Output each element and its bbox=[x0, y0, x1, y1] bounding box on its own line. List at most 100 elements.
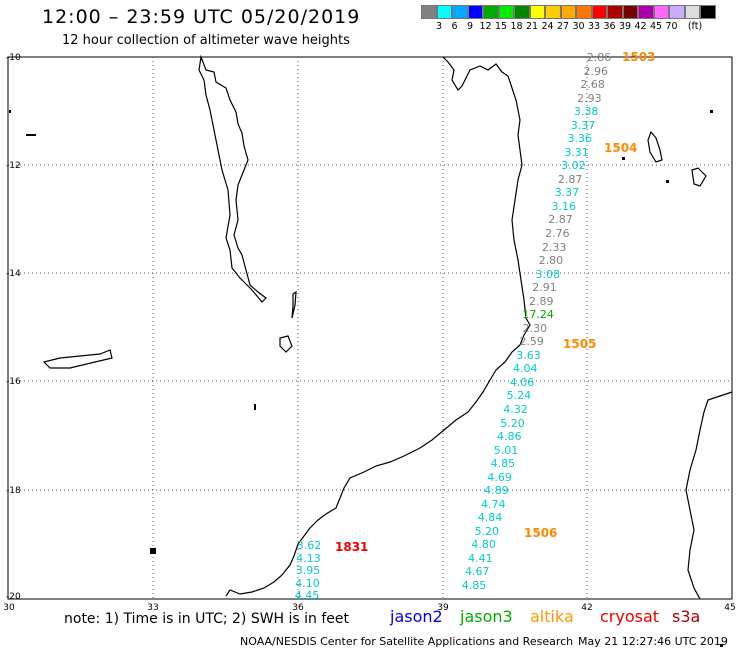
wave-height-value: 3.63 bbox=[516, 348, 541, 362]
small-features bbox=[9, 110, 723, 647]
lat-label: -20 bbox=[6, 592, 21, 602]
wave-height-value: 2.96 bbox=[583, 64, 609, 78]
wave-height-value: 5.20 bbox=[474, 524, 500, 538]
legend-label: 42 bbox=[634, 21, 647, 32]
legend-label: 6 bbox=[451, 21, 458, 32]
legend-swatch bbox=[529, 5, 545, 19]
legend-swatch bbox=[591, 5, 607, 19]
wave-height-value: 5.20 bbox=[500, 416, 525, 430]
satellite-jason3: jason3 bbox=[460, 607, 513, 626]
legend-label: 21 bbox=[525, 21, 539, 32]
legend-label: 39 bbox=[618, 21, 632, 32]
legend-swatch bbox=[452, 5, 468, 19]
wave-height-value: 5.24 bbox=[506, 389, 532, 403]
pass-number: 1506 bbox=[524, 526, 558, 540]
pass-number: 1505 bbox=[563, 337, 597, 351]
legend-swatches bbox=[421, 5, 716, 19]
lon-label: 30 bbox=[3, 603, 15, 613]
wave-height-value: 2.87 bbox=[548, 213, 573, 227]
wave-height-value: 4.41 bbox=[468, 551, 493, 565]
wave-height-value: 2.93 bbox=[577, 91, 602, 105]
legend-swatch bbox=[576, 5, 592, 19]
lat-label: -12 bbox=[6, 161, 21, 171]
legend-swatch bbox=[684, 5, 700, 19]
wave-height-value: 3.08 bbox=[535, 267, 560, 281]
wave-height-value: 3.37 bbox=[570, 118, 596, 132]
satellite-jason2: jason2 bbox=[390, 607, 443, 626]
legend-unit: (ft) bbox=[687, 21, 703, 32]
wave-height-value: 2.76 bbox=[545, 227, 570, 240]
legend-swatch bbox=[421, 5, 437, 19]
legend-label: 36 bbox=[603, 21, 616, 32]
madagascar-tip bbox=[691, 167, 707, 187]
legend-label: 70 bbox=[665, 21, 678, 32]
wave-height-value: 2.80 bbox=[538, 254, 564, 268]
legend-swatch bbox=[467, 5, 483, 19]
page-subtitle: 12 hour collection of altimeter wave hei… bbox=[62, 33, 350, 48]
legend-swatch bbox=[607, 5, 623, 19]
wave-height-value: 4.84 bbox=[477, 511, 503, 525]
lon-label: 36 bbox=[292, 603, 304, 613]
wave-height-value: 2.89 bbox=[529, 294, 554, 308]
lon-label: 45 bbox=[724, 603, 736, 613]
wave-height-value: 2.87 bbox=[557, 172, 583, 186]
legend-label: 18 bbox=[510, 21, 523, 32]
wave-height-value: 4.10 bbox=[295, 576, 320, 590]
wave-height-value: 3.36 bbox=[567, 132, 593, 146]
wave-height-value: 5.01 bbox=[493, 443, 519, 457]
legend-label: 45 bbox=[649, 21, 663, 32]
legend-swatch bbox=[700, 5, 716, 19]
wave-height-value: 3.31 bbox=[564, 145, 589, 159]
wave-height-value: 3.62 bbox=[296, 539, 322, 552]
wave-height-value: 3.16 bbox=[551, 199, 576, 213]
lat-label: -10 bbox=[6, 53, 21, 63]
credit-line: NOAA/NESDIS Center for Satellite Applica… bbox=[240, 635, 574, 648]
pass-number: 1503 bbox=[622, 50, 656, 64]
lat-label: -18 bbox=[6, 486, 21, 496]
legend-label: 12 bbox=[479, 21, 492, 32]
legend-swatch bbox=[560, 5, 576, 19]
satellite-cryosat: cryosat bbox=[600, 607, 660, 626]
wave-height-value: 2.86 bbox=[586, 51, 612, 64]
wave-height-value: 2.33 bbox=[541, 240, 567, 254]
legend-label: 30 bbox=[572, 21, 585, 32]
legend-labels: 3 6 9 12 15 18 21 24 27 30 33 36 39 42 45 70 (ft) bbox=[421, 19, 716, 33]
wave-height-value: 2.59 bbox=[519, 335, 544, 349]
wave-height-value: 4.86 bbox=[497, 430, 522, 444]
wave-height-value: 4.32 bbox=[503, 403, 528, 416]
wave-height-value: 4.85 bbox=[490, 457, 516, 471]
footnote: note: 1) Time is in UTC; 2) SWH is in fe… bbox=[64, 611, 350, 627]
madagascar-coast bbox=[685, 391, 733, 600]
legend-label: 9 bbox=[466, 21, 474, 32]
wave-height-value: 3.37 bbox=[554, 186, 580, 200]
comoros-island bbox=[647, 130, 663, 163]
wave-height-value: 4.69 bbox=[487, 470, 512, 484]
wave-height-value: 4.67 bbox=[464, 565, 490, 579]
wave-height-value: 4.74 bbox=[480, 497, 506, 511]
legend-swatch bbox=[545, 5, 561, 19]
wave-height-value: 4.89 bbox=[484, 484, 509, 498]
lon-label: 33 bbox=[147, 603, 159, 613]
wave-height-value: 3.02 bbox=[561, 159, 586, 173]
lake-island bbox=[42, 349, 113, 369]
wave-height-value: 3.95 bbox=[295, 564, 321, 577]
lake-malawi-coast bbox=[198, 54, 267, 303]
wave-height-value: 4.06 bbox=[509, 375, 535, 389]
legend-label: 15 bbox=[494, 21, 508, 32]
map-frame bbox=[7, 56, 733, 600]
wave-height-value: 2.68 bbox=[580, 78, 605, 92]
legend-swatch bbox=[514, 5, 530, 19]
legend-swatch bbox=[653, 5, 669, 19]
wave-height-value: 4.85 bbox=[461, 579, 487, 592]
color-legend: 3 6 9 12 15 18 21 24 27 30 33 36 39 42 45 70 (ft) bbox=[421, 5, 716, 33]
wave-height-value: 4.45 bbox=[294, 589, 320, 602]
legend-swatch bbox=[483, 5, 499, 19]
wave-height-value: 4.13 bbox=[296, 551, 321, 565]
lat-label: -16 bbox=[6, 377, 21, 387]
wave-height-value: 17.24 bbox=[522, 308, 554, 322]
mozambique-coast bbox=[225, 56, 531, 597]
legend-label: 33 bbox=[587, 21, 601, 32]
wave-height-value: 2.30 bbox=[522, 321, 548, 335]
lake-bangweulu bbox=[279, 335, 293, 353]
legend-swatch bbox=[638, 5, 654, 19]
